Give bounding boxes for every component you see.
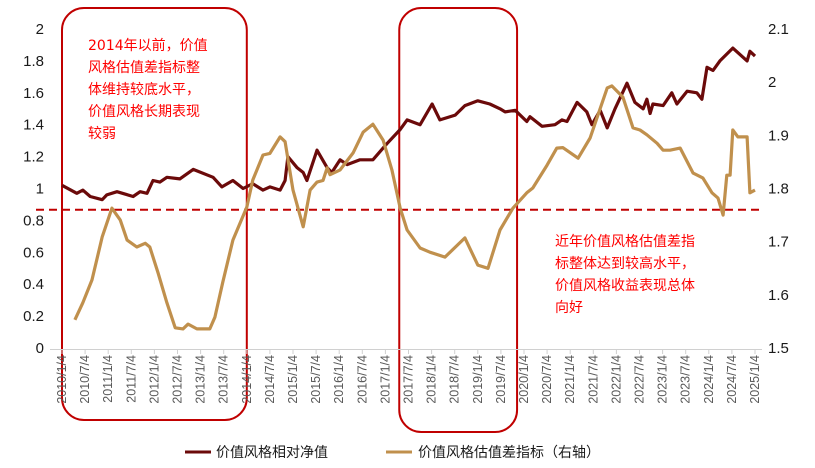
x-tick-label: 2019/7/4 bbox=[494, 355, 508, 404]
y-tick-label: 1.2 bbox=[23, 149, 44, 166]
annotation-line: 价值风格收益表现总体 bbox=[555, 278, 695, 294]
y2-tick-label: 1.8 bbox=[768, 181, 789, 198]
y-tick-label: 0.4 bbox=[23, 276, 44, 293]
y-tick-label: 1 bbox=[36, 181, 44, 198]
annotation-line: 风格估值差指标整 bbox=[88, 60, 200, 76]
y-tick-label: 0 bbox=[36, 340, 44, 357]
y2-tick-label: 1.9 bbox=[768, 127, 789, 144]
x-tick-label: 2012/7/4 bbox=[171, 355, 185, 404]
highlight-box bbox=[398, 7, 519, 433]
x-tick-label: 2017/7/4 bbox=[402, 355, 416, 404]
x-tick-label: 2021/1/4 bbox=[563, 355, 577, 404]
left-axis: 0 0.2 0.4 0.6 0.8 1 1.2 1.4 1.6 1.8 2 bbox=[23, 21, 44, 357]
x-tick-label: 2023/1/4 bbox=[656, 355, 670, 404]
x-tick-label: 2011/7/4 bbox=[124, 355, 138, 403]
x-tick-label: 2021/7/4 bbox=[586, 355, 600, 404]
x-tick-label: 2022/1/4 bbox=[609, 355, 623, 404]
y2-tick-label: 2 bbox=[768, 74, 776, 91]
net-value-line bbox=[61, 46, 757, 202]
right-axis: 1.5 1.6 1.7 1.8 1.9 2 2.1 bbox=[768, 21, 789, 357]
annotation-line: 近年价值风格估值差指 bbox=[555, 234, 695, 250]
x-tick-label: 2017/1/4 bbox=[378, 355, 392, 404]
x-tick-label: 2010/1/4 bbox=[55, 355, 69, 404]
x-tick-label: 2019/1/4 bbox=[471, 355, 485, 404]
legend: 价值风格相对净值 价值风格估值差指标（右轴） bbox=[185, 445, 600, 461]
series-lines bbox=[61, 46, 757, 331]
x-tick-label: 2020/7/4 bbox=[540, 355, 554, 404]
legend-label-valuation-spread: 价值风格估值差指标（右轴） bbox=[418, 445, 600, 461]
highlight-box bbox=[61, 7, 248, 421]
x-axis: 2010/1/4 2010/7/4 2011/1/4 2011/7/4 2012/1/4… bbox=[50, 349, 762, 404]
annotations: 2014年以前，价值风格估值差指标整体维持较底水平， 价值风格长期表现较弱 近年价… bbox=[88, 37, 695, 316]
annotation-line: 体维持较底水平， bbox=[88, 82, 200, 98]
highlight-boxes bbox=[61, 7, 519, 433]
x-tick-label: 2016/7/4 bbox=[355, 355, 369, 404]
x-tick-label: 2013/1/4 bbox=[194, 355, 208, 404]
x-tick-label: 2015/7/4 bbox=[309, 355, 323, 404]
y-tick-label: 1.8 bbox=[23, 53, 44, 70]
x-tick-label: 2015/1/4 bbox=[286, 355, 300, 404]
y2-tick-label: 1.5 bbox=[768, 340, 789, 357]
annotation-line: 向好 bbox=[555, 300, 583, 316]
x-tick-label: 2023/7/4 bbox=[679, 355, 693, 404]
annotation-1: 2014年以前，价值风格估值差指标整体维持较底水平， 价值风格长期表现较弱 bbox=[88, 37, 208, 142]
x-tick-label: 2014/1/4 bbox=[240, 355, 254, 404]
x-tick-label: 2012/1/4 bbox=[147, 355, 161, 404]
y2-tick-label: 1.7 bbox=[768, 234, 789, 251]
y-tick-label: 2 bbox=[36, 21, 44, 38]
valuation-spread-line bbox=[73, 84, 756, 331]
x-tick-label: 2016/1/4 bbox=[332, 355, 346, 404]
x-tick-label: 2013/7/4 bbox=[217, 355, 231, 404]
x-tick-label: 2024/7/4 bbox=[725, 355, 739, 404]
x-tick-label: 2018/7/4 bbox=[448, 355, 462, 404]
x-tick-label: 2018/1/4 bbox=[425, 355, 439, 404]
y-tick-label: 0.8 bbox=[23, 212, 44, 229]
y2-tick-label: 2.1 bbox=[768, 21, 789, 38]
x-tick-label: 2010/7/4 bbox=[78, 355, 92, 404]
x-tick-label: 2025/1/4 bbox=[748, 355, 762, 404]
annotation-line: 较弱 bbox=[88, 126, 116, 142]
legend-label-net-value: 价值风格相对净值 bbox=[216, 445, 328, 461]
y-tick-label: 1.4 bbox=[23, 117, 44, 134]
annotation-line: 2014年以前，价值 bbox=[88, 37, 208, 54]
y-tick-label: 1.6 bbox=[23, 85, 44, 102]
x-tick-label: 2022/7/4 bbox=[633, 355, 647, 404]
y-tick-label: 0.2 bbox=[23, 308, 44, 325]
y-tick-label: 0.6 bbox=[23, 244, 44, 261]
annotation-line: 价值风格长期表现 bbox=[88, 104, 200, 120]
annotation-2: 近年价值风格估值差指标整体达到较高水平， 价值风格收益表现总体向好 bbox=[555, 234, 695, 316]
x-tick-label: 2011/1/4 bbox=[101, 355, 115, 403]
x-tick-label: 2020/1/4 bbox=[517, 355, 531, 404]
x-tick-label: 2024/1/4 bbox=[702, 355, 716, 404]
annotation-line: 标整体达到较高水平， bbox=[555, 255, 695, 272]
x-tick-label: 2014/7/4 bbox=[263, 355, 277, 404]
y2-tick-label: 1.6 bbox=[768, 287, 789, 304]
